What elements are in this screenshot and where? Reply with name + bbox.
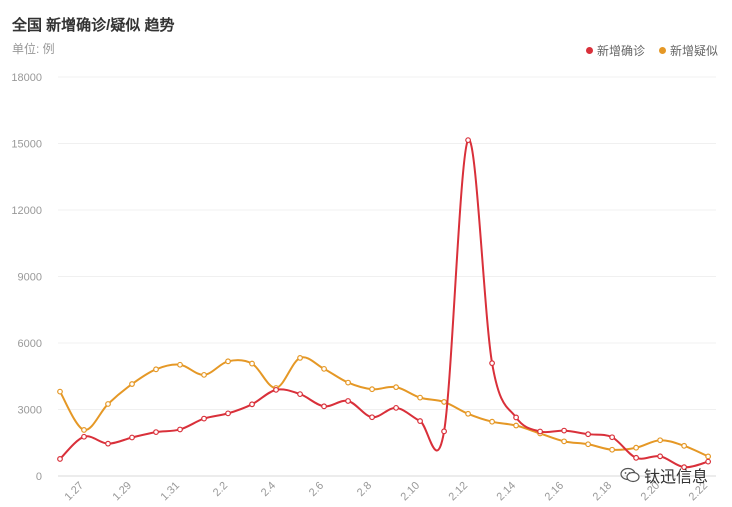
data-point-confirmed <box>81 433 87 440</box>
legend-label-confirmed: 新增确诊 <box>596 44 645 58</box>
data-point-suspected <box>465 410 471 417</box>
legend-item-suspected[interactable]: 新增疑似 <box>658 42 718 59</box>
y-tick-label: 0 <box>36 471 42 483</box>
data-point-suspected <box>489 418 495 425</box>
data-point-suspected <box>609 446 616 453</box>
x-tick-label: 2.4 <box>259 480 278 499</box>
y-tick-label: 6000 <box>18 338 42 350</box>
x-tick-label: 2.6 <box>307 480 326 499</box>
data-point-confirmed <box>177 426 183 433</box>
data-point-confirmed <box>369 414 375 421</box>
data-point-confirmed <box>225 410 231 417</box>
data-point-suspected <box>201 371 207 378</box>
data-point-confirmed <box>201 415 207 422</box>
data-point-confirmed <box>609 434 616 441</box>
data-point-confirmed <box>561 427 568 434</box>
data-point-suspected <box>441 399 447 405</box>
x-tick-label: 1.31 <box>159 480 183 504</box>
data-point-confirmed <box>249 401 255 408</box>
data-point-confirmed <box>129 434 135 441</box>
x-tick-label: 1.27 <box>62 480 86 504</box>
legend-label-suspected: 新增疑似 <box>669 44 718 58</box>
y-tick-label: 18000 <box>11 72 42 84</box>
data-point-confirmed <box>417 418 423 424</box>
data-point-confirmed <box>273 386 279 393</box>
data-point-suspected <box>585 441 592 448</box>
data-point-suspected <box>561 438 568 445</box>
watermark-text: 钛迅信息 <box>643 469 708 486</box>
data-point-suspected <box>249 360 255 367</box>
x-tick-label: 2.2 <box>211 480 230 499</box>
x-tick-label: 2.12 <box>447 480 471 504</box>
data-point-suspected <box>177 361 183 368</box>
data-point-suspected <box>369 386 375 393</box>
data-point-confirmed <box>105 440 111 447</box>
data-point-confirmed <box>153 429 159 435</box>
data-point-confirmed <box>489 360 495 367</box>
data-point-suspected <box>225 358 231 365</box>
legend-dot-suspected <box>658 47 666 54</box>
data-point-suspected <box>81 427 87 433</box>
data-point-confirmed <box>345 398 351 404</box>
data-point-confirmed <box>465 137 471 144</box>
watermark: 钛迅信息 <box>620 463 708 487</box>
x-tick-label: 2.18 <box>591 480 615 504</box>
wechat-icon <box>620 467 640 483</box>
data-point-confirmed <box>441 428 447 435</box>
data-point-suspected <box>657 437 664 444</box>
data-point-confirmed <box>705 458 712 465</box>
legend-item-confirmed[interactable]: 新增确诊 <box>585 42 645 59</box>
chart-legend: 新增确诊 新增疑似 <box>585 42 718 59</box>
data-point-confirmed <box>297 391 303 398</box>
data-point-suspected <box>513 422 519 429</box>
data-point-suspected <box>345 379 351 386</box>
x-tick-label: 2.8 <box>355 480 374 499</box>
data-point-suspected <box>129 381 135 387</box>
chart-title: 全国 新增确诊/疑似 趋势 <box>12 17 175 34</box>
legend-dot-confirmed <box>585 47 593 54</box>
unit-label: 单位: 例 <box>12 42 55 56</box>
x-tick-label: 1.29 <box>111 480 135 504</box>
data-point-suspected <box>633 444 640 451</box>
data-point-confirmed <box>393 404 399 411</box>
data-point-suspected <box>105 401 111 407</box>
data-point-confirmed <box>513 414 519 421</box>
y-tick-label: 9000 <box>18 272 42 284</box>
x-tick-label: 2.10 <box>399 480 423 504</box>
x-tick-label: 2.14 <box>495 480 519 504</box>
y-tick-label: 15000 <box>11 139 42 151</box>
y-tick-label: 12000 <box>11 205 42 217</box>
data-point-suspected <box>153 366 159 373</box>
data-point-confirmed <box>321 403 327 410</box>
data-point-suspected <box>681 442 688 449</box>
data-point-confirmed <box>537 428 543 435</box>
data-point-confirmed <box>57 456 63 462</box>
data-point-confirmed <box>585 431 592 438</box>
data-point-suspected <box>393 384 399 391</box>
data-point-suspected <box>705 453 712 460</box>
data-point-confirmed <box>633 454 640 461</box>
x-tick-label: 2.16 <box>543 480 567 504</box>
data-point-suspected <box>321 365 327 372</box>
series-line-confirmed <box>59 139 709 469</box>
data-point-suspected <box>417 394 423 401</box>
data-point-confirmed <box>681 464 688 471</box>
data-point-suspected <box>297 354 303 361</box>
series-line-suspected <box>59 356 709 458</box>
data-point-suspected <box>57 388 63 395</box>
data-point-confirmed <box>657 453 664 460</box>
y-tick-label: 3000 <box>18 405 42 417</box>
